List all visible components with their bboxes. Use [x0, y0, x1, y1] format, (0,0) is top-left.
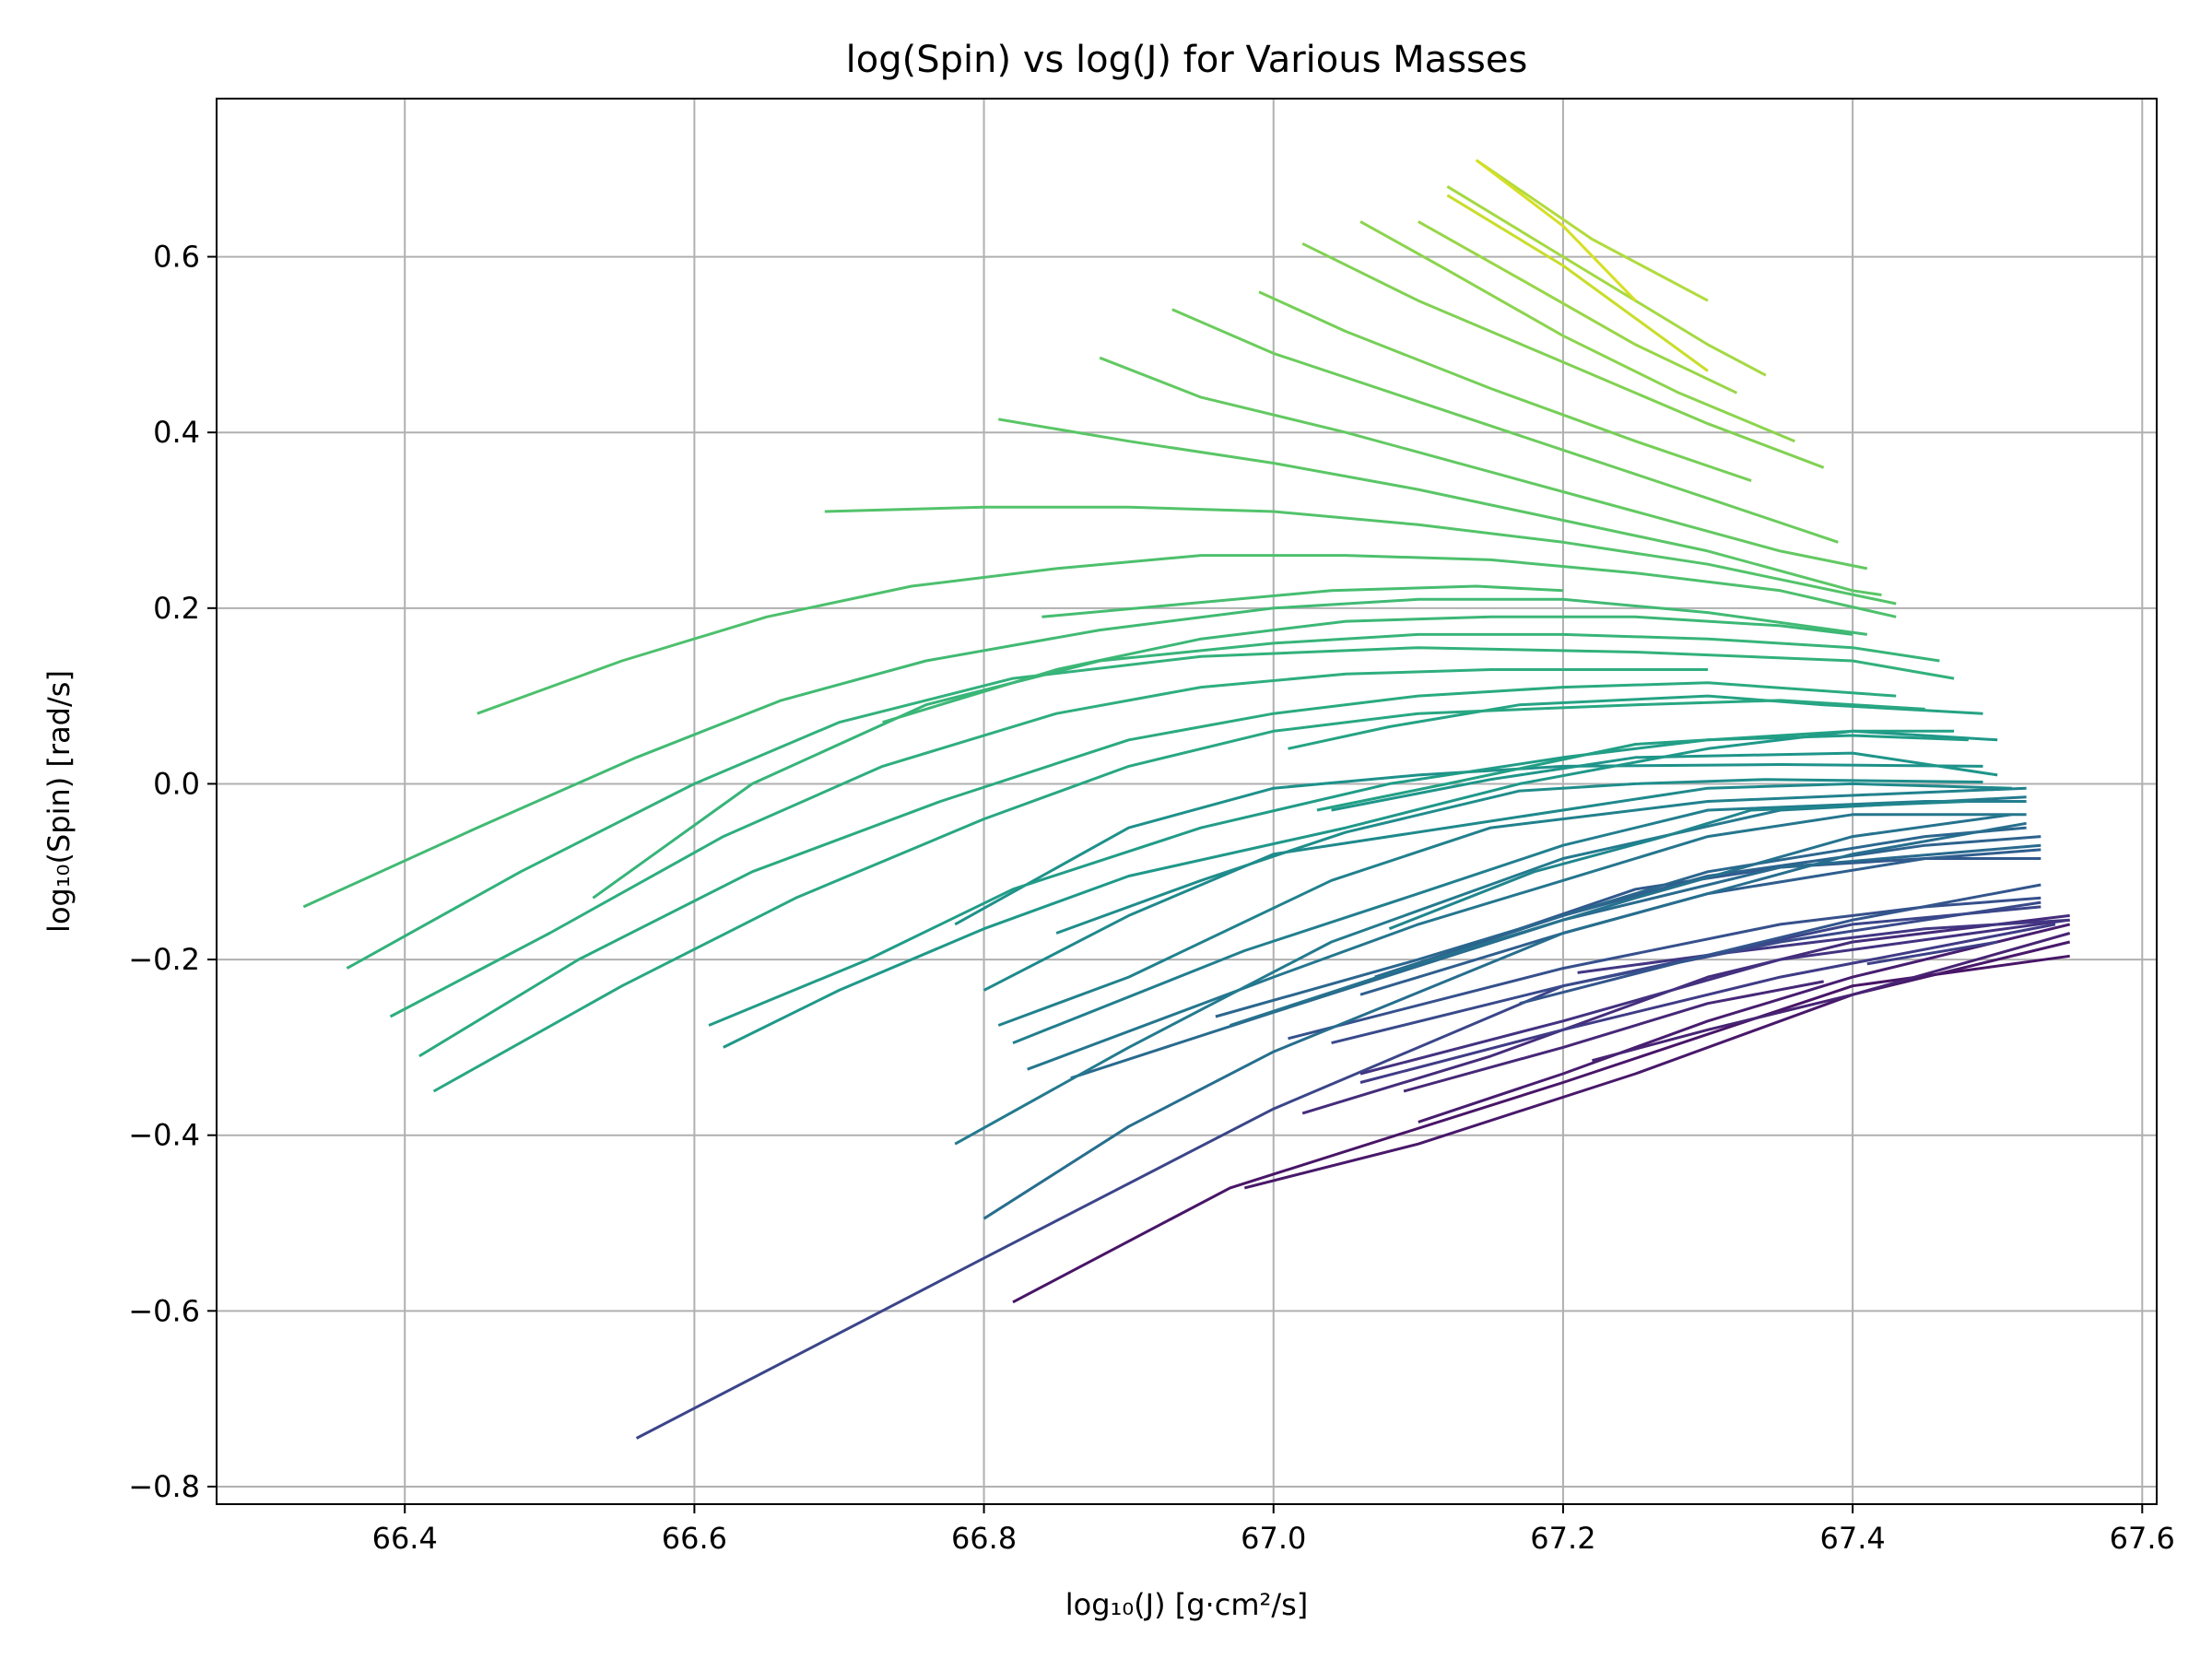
series-line-36 [418, 681, 1897, 1058]
y-tick-label: −0.4 [128, 1118, 200, 1153]
series-line-46 [1099, 356, 1868, 571]
x-tick-label: 67.4 [1819, 1521, 1885, 1556]
series-line-50 [1359, 220, 1795, 443]
series-line-35 [432, 699, 1925, 1093]
series-line-38 [346, 646, 1955, 970]
series-line-14 [1519, 883, 2041, 1006]
x-tick-label: 67.6 [2110, 1521, 2175, 1556]
series-line-21 [1230, 813, 2013, 1027]
series-line-25 [997, 786, 2027, 1027]
y-axis-label: log₁₀(Spin) [rad/s] [41, 670, 76, 933]
series-line-22 [1027, 813, 2027, 1071]
series-line-45 [998, 418, 1882, 596]
y-tick-label: 0.6 [153, 240, 200, 275]
y-tick-label: −0.6 [128, 1293, 200, 1328]
series-line-44 [824, 505, 1897, 606]
series-line-52 [1446, 185, 1767, 377]
series-line-29 [954, 763, 1983, 926]
series-line-5 [1403, 980, 1824, 1093]
series-line-9 [1359, 923, 2056, 1084]
x-tick-label: 67.0 [1241, 1521, 1306, 1556]
series-group [302, 159, 2071, 1440]
series-line-26 [1388, 800, 1969, 931]
series-line-13 [1288, 896, 2041, 1041]
y-tick-label: 0.0 [153, 766, 200, 801]
series-line-34 [1288, 694, 1983, 750]
series-line-42 [1041, 584, 1563, 618]
series-line-49 [1301, 241, 1825, 469]
series-line-51 [1418, 220, 1738, 394]
series-line-43 [477, 554, 1897, 715]
plot-frame [216, 98, 2158, 1505]
series-line-7 [1359, 918, 2070, 1076]
series-line-47 [1171, 308, 1839, 544]
y-tick-label: −0.8 [128, 1469, 200, 1504]
series-line-39 [592, 632, 1940, 900]
x-tick-label: 66.8 [951, 1521, 1017, 1556]
series-line-48 [1258, 290, 1752, 483]
y-tick-label: 0.4 [153, 415, 200, 450]
series-line-8 [1577, 918, 2070, 974]
series-line-37 [389, 668, 1708, 1018]
y-tick-label: 0.2 [153, 591, 200, 626]
x-tick-label: 66.6 [662, 1521, 727, 1556]
series-line-32 [708, 734, 1969, 1027]
series-line-33 [1316, 729, 1955, 812]
series-line-41 [302, 597, 1868, 909]
series-line-6 [1301, 913, 2070, 1115]
x-axis-label: log₁₀(J) [g·cm²/s] [1065, 1587, 1309, 1622]
series-line-24 [1012, 800, 2027, 1044]
series-line-28 [1055, 778, 1983, 935]
series-line-40 [882, 615, 1853, 724]
series-line-55 [1475, 159, 1637, 302]
series-line-20 [982, 821, 2027, 1220]
series-line-10 [1866, 940, 1998, 966]
chart-title: log(Spin) vs log(J) for Various Masses [846, 39, 1528, 81]
series-line-3 [1418, 923, 2071, 1124]
grid [217, 99, 2157, 1504]
series-line-30 [1331, 751, 1998, 812]
series-line-53 [1475, 159, 1709, 302]
series-line-2 [1243, 940, 2071, 1190]
x-tick-label: 66.4 [372, 1521, 438, 1556]
x-tick-label: 67.2 [1530, 1521, 1595, 1556]
axis-ticks: 66.4 66.6 66.8 67.0 67.2 67.4 67.6 −0.8 −0.6 −0.4… [128, 240, 2175, 1556]
series-line-11 [635, 905, 2041, 1440]
series-line-18 [1215, 826, 2027, 1018]
series-line-27 [982, 782, 2012, 992]
series-line-4 [1592, 932, 2071, 1063]
series-line-54 [1446, 194, 1709, 372]
y-tick-label: −0.2 [128, 942, 200, 977]
